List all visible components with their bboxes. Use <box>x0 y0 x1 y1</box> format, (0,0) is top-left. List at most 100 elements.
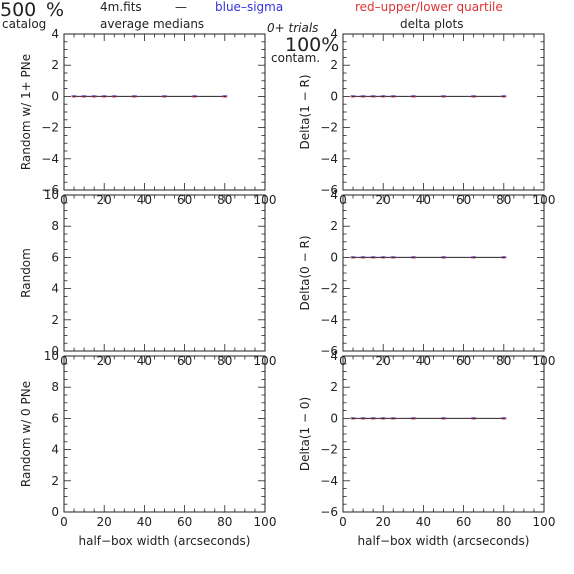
count-value: 500 <box>0 0 36 21</box>
y-tick-label: 6 <box>51 411 59 425</box>
header-dash: — <box>175 0 187 14</box>
x-tick-label: 80 <box>217 515 232 529</box>
y-tick-label: −2 <box>320 282 338 296</box>
data-point <box>502 256 505 259</box>
data-point <box>392 95 395 98</box>
x-tick-label: 100 <box>254 515 277 529</box>
data-point <box>412 95 415 98</box>
data-point <box>442 256 445 259</box>
plot-frame <box>63 33 266 191</box>
blue-legend: blue–sigma <box>215 0 283 14</box>
y-axis-label: Delta(1 − R) <box>298 74 312 149</box>
data-point <box>472 256 475 259</box>
data-point <box>93 95 96 98</box>
x-tick-label: 60 <box>456 515 471 529</box>
plot-frame <box>342 194 545 352</box>
y-tick-label: 2 <box>330 219 338 233</box>
data-point <box>223 95 226 98</box>
data-point <box>362 95 364 98</box>
data-point <box>352 95 354 98</box>
data-point <box>372 95 375 98</box>
y-tick-label: 0 <box>51 505 59 519</box>
data-point <box>103 95 106 98</box>
data-point <box>83 95 85 98</box>
data-point <box>362 417 364 420</box>
y-axis-label: Random <box>19 248 33 298</box>
data-point <box>352 417 354 420</box>
y-tick-label: 0 <box>330 411 338 425</box>
y-tick-label: 10 <box>44 188 59 202</box>
y-axis-label: Random w/ 0 PNe <box>19 381 33 487</box>
plot-frame <box>342 33 545 191</box>
y-tick-label: 4 <box>330 27 338 41</box>
data-point <box>502 417 505 420</box>
y-tick-label: 8 <box>51 380 59 394</box>
data-point <box>372 256 375 259</box>
y-tick-label: 0 <box>51 89 59 103</box>
y-tick-label: 2 <box>330 58 338 72</box>
y-tick-label: −2 <box>320 443 338 457</box>
delta-plots-title: delta plots <box>400 17 463 31</box>
x-axis-label: half−box width (arcseconds) <box>78 534 250 548</box>
data-point <box>392 417 395 420</box>
y-axis-label: Delta(1 − 0) <box>298 397 312 471</box>
y-tick-label: −6 <box>41 183 59 197</box>
contam-label: contam. <box>271 51 320 65</box>
data-point <box>382 417 385 420</box>
y-tick-label: 2 <box>51 474 59 488</box>
y-tick-label: −2 <box>320 121 338 135</box>
data-point <box>412 417 415 420</box>
panel-6: 0 20 40 60 80 100 −6 −4 −2 0 2 4 Delta(1 − 0) half−bo… <box>298 349 555 548</box>
data-point <box>193 95 196 98</box>
y-tick-label: 2 <box>51 313 59 327</box>
y-tick-label: 10 <box>44 349 59 363</box>
x-tick-label: 60 <box>177 515 192 529</box>
catalog-label: catalog <box>2 17 46 31</box>
y-tick-label: −4 <box>320 474 338 488</box>
y-tick-label: 6 <box>51 250 59 264</box>
data-point <box>382 95 385 98</box>
y-tick-label: 4 <box>51 282 59 296</box>
data-point <box>472 417 475 420</box>
y-axis-label: Delta(0 − R) <box>298 235 312 310</box>
x-tick-label: 40 <box>416 515 431 529</box>
data-point <box>442 417 445 420</box>
y-tick-label: 8 <box>51 219 59 233</box>
x-tick-label: 0 <box>60 515 68 529</box>
contam-value: 100% <box>285 34 339 56</box>
y-axis-label: Random w/ 1+ PNe <box>19 54 33 170</box>
y-tick-label: 0 <box>330 89 338 103</box>
panel-5: 0 20 40 60 80 100 0 2 4 6 8 10 Random w/ 0 PNe half−b… <box>19 349 276 548</box>
data-point <box>472 95 475 98</box>
y-tick-label: 4 <box>330 188 338 202</box>
data-point <box>442 95 445 98</box>
x-tick-label: 20 <box>97 515 112 529</box>
data-point <box>382 256 385 259</box>
y-tick-label: 2 <box>51 58 59 72</box>
count-unit: % <box>46 0 64 21</box>
x-tick-label: 80 <box>496 515 511 529</box>
data-point <box>502 95 505 98</box>
y-tick-label: −4 <box>320 152 338 166</box>
file-name: 4m.fits <box>100 0 142 14</box>
data-point <box>133 95 136 98</box>
y-tick-label: 2 <box>330 380 338 394</box>
y-tick-label: −6 <box>320 183 338 197</box>
plot-subtitle: average medians <box>100 17 204 31</box>
y-tick-label: −4 <box>320 313 338 327</box>
x-tick-label: 0 <box>339 515 347 529</box>
trials-label: 0+ trials <box>267 21 318 35</box>
x-axis-label: half−box width (arcseconds) <box>357 534 529 548</box>
data-point <box>352 256 354 259</box>
plot-frame <box>63 355 266 513</box>
y-tick-label: 4 <box>51 27 59 41</box>
red-legend: red–upper/lower quartile <box>355 0 503 14</box>
data-point <box>73 95 75 98</box>
x-tick-label: 100 <box>533 515 556 529</box>
data-point <box>392 256 395 259</box>
